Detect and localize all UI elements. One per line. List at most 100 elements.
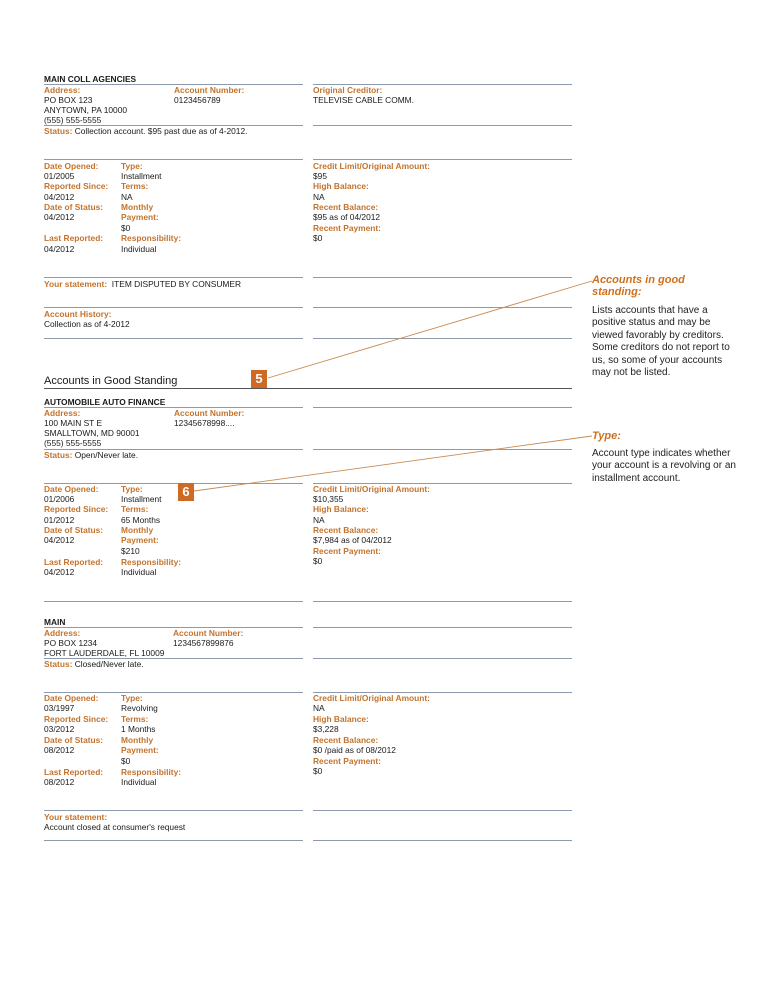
account-number: 12345678998.... [174, 418, 235, 428]
high-balance: NA [313, 192, 325, 202]
account-name: MAIN COLL AGENCIES [44, 74, 137, 84]
statement-value: ITEM DISPUTED BY CONSUMER [111, 279, 242, 289]
date-of-status: 04/2012 [44, 212, 75, 222]
monthly-payment: $0 [121, 223, 131, 233]
high-balance-label: High Balance: [313, 714, 369, 724]
monthly-payment: $210 [121, 546, 140, 556]
last-reported-label: Last Reported: [44, 557, 104, 567]
divider [313, 483, 572, 484]
date-of-status: 08/2012 [44, 745, 75, 755]
divider [313, 692, 572, 693]
status-row: Status: Collection account. $95 past due… [44, 126, 247, 136]
credit-limit-label: Credit Limit/Original Amount: [313, 161, 430, 171]
reported-since: 01/2012 [44, 515, 75, 525]
high-balance: NA [313, 515, 325, 525]
responsibility-label: Responsibility: [121, 233, 182, 243]
recent-payment-label: Recent Payment: [313, 223, 381, 233]
status-row: Status: Closed/Never late. [44, 659, 144, 669]
callout-heading: Accounts in good standing: [592, 274, 685, 298]
account-name: MAIN [44, 617, 66, 627]
terms-label: Terms: [121, 504, 149, 514]
callout-badge-5: 5 [251, 370, 267, 388]
original-creditor: TELEVISE CABLE COMM. [313, 95, 414, 105]
status-value: Collection account. $95 past due as of 4… [74, 126, 248, 136]
recent-payment: $0 [313, 233, 323, 243]
callout-body: Account type indicates whether your acco… [592, 448, 736, 484]
reported-since: 03/2012 [44, 724, 75, 734]
divider [44, 307, 303, 308]
statement-value: Account closed at consumer's request [44, 822, 186, 832]
account-number: 1234567899876 [173, 638, 234, 648]
date-opened-label: Date Opened: [44, 484, 99, 494]
monthly-label: Monthly [121, 735, 154, 745]
callout-heading-line: standing: [592, 286, 642, 298]
statement-row: Your statement: ITEM DISPUTED BY CONSUME… [44, 279, 241, 289]
divider [313, 601, 572, 602]
date-of-status-label: Date of Status: [44, 202, 104, 212]
date-opened: 01/2006 [44, 494, 75, 504]
high-balance: $3,228 [313, 724, 339, 734]
account-number-label: Account Number: [173, 628, 244, 638]
address-line: PO BOX 1234 [44, 638, 98, 648]
divider [313, 449, 572, 450]
reported-since: 04/2012 [44, 192, 75, 202]
divider [44, 658, 303, 659]
recent-balance-label: Recent Balance: [313, 202, 379, 212]
callout-body: Lists accounts that have a positive stat… [592, 305, 730, 379]
section-title: Accounts in Good Standing [44, 375, 178, 387]
divider [44, 627, 303, 628]
address-label: Address: [44, 628, 81, 638]
divider [44, 84, 303, 85]
monthly-label: Monthly [121, 202, 154, 212]
callout-heading: Type: [592, 430, 621, 442]
date-opened: 01/2005 [44, 171, 75, 181]
date-opened-label: Date Opened: [44, 161, 99, 171]
address-line: (555) 555-5555 [44, 115, 102, 125]
recent-balance-label: Recent Balance: [313, 525, 379, 535]
divider [44, 810, 303, 811]
recent-payment-label: Recent Payment: [313, 756, 381, 766]
credit-limit-label: Credit Limit/Original Amount: [313, 693, 430, 703]
divider [44, 692, 303, 693]
last-reported-label: Last Reported: [44, 233, 104, 243]
divider [313, 159, 572, 160]
address-line: ANYTOWN, PA 10000 [44, 105, 128, 115]
terms-label: Terms: [121, 181, 149, 191]
divider [313, 810, 572, 811]
account-number-label: Account Number: [174, 85, 245, 95]
divider [44, 483, 303, 484]
credit-limit-label: Credit Limit/Original Amount: [313, 484, 430, 494]
type: Installment [121, 171, 162, 181]
recent-balance: $95 as of 04/2012 [313, 212, 381, 222]
divider [44, 159, 303, 160]
recent-payment-label: Recent Payment: [313, 546, 381, 556]
callout-badge-6: 6 [178, 483, 194, 501]
credit-limit: $95 [313, 171, 327, 181]
address-label: Address: [44, 85, 81, 95]
type-label: Type: [121, 693, 143, 703]
responsibility: Individual [121, 777, 157, 787]
last-reported-label: Last Reported: [44, 767, 104, 777]
status-value: Open/Never late. [74, 450, 139, 460]
recent-payment: $0 [313, 556, 323, 566]
type-label: Type: [121, 161, 143, 171]
high-balance-label: High Balance: [313, 181, 369, 191]
status-label: Status: [44, 126, 73, 136]
account-name: AUTOMOBILE AUTO FINANCE [44, 397, 166, 407]
reported-since-label: Reported Since: [44, 181, 109, 191]
status-label: Status: [44, 450, 73, 460]
divider [313, 658, 572, 659]
divider [313, 338, 572, 339]
address-label: Address: [44, 408, 81, 418]
leader-line-5 [267, 280, 593, 379]
terms: 65 Months [121, 515, 161, 525]
divider [44, 840, 303, 841]
account-number-label: Account Number: [174, 408, 245, 418]
status-label: Status: [44, 659, 73, 669]
history-label: Account History: [44, 309, 112, 319]
credit-limit: $10,355 [313, 494, 344, 504]
recent-balance-label: Recent Balance: [313, 735, 379, 745]
type: Installment [121, 494, 162, 504]
recent-balance: $7,984 as of 04/2012 [313, 535, 392, 545]
